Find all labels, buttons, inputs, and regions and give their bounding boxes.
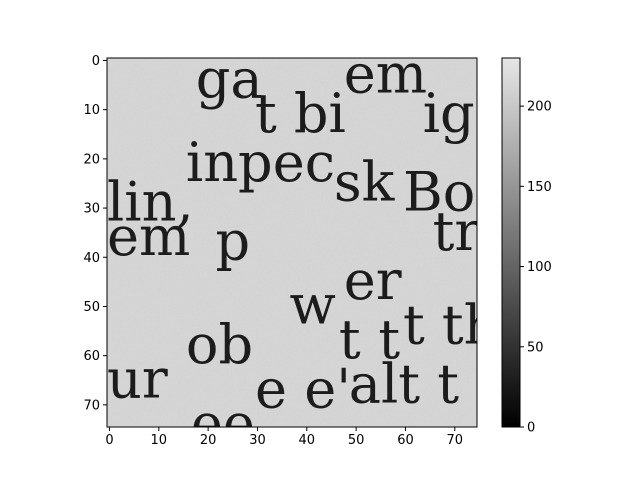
- x-tick-label: 70: [447, 433, 464, 448]
- x-tick-label: 30: [249, 433, 266, 448]
- heatmap-text-fragment: ob: [186, 313, 253, 376]
- heatmap-text-fragment: ee: [191, 392, 255, 455]
- heatmap-text-fragment: t th: [403, 293, 499, 356]
- x-tick-label: 40: [299, 433, 316, 448]
- x-tick-label: 50: [348, 433, 365, 448]
- colorbar-tick-label: 200: [527, 100, 552, 115]
- heatmap-text-fragment: w: [290, 274, 336, 337]
- heatmap-text-fragment: sk: [334, 151, 396, 214]
- x-tick-label: 20: [200, 433, 217, 448]
- colorbar-frame: [501, 57, 521, 428]
- heatmap-text-fragment: t bi: [255, 82, 346, 145]
- heatmap-text-fragment: ig: [423, 82, 475, 145]
- heatmap-text-fragment: t: [339, 308, 361, 371]
- heatmap-text-fragment: alt t: [349, 352, 459, 415]
- x-tick-label: 0: [105, 433, 113, 448]
- y-tick-label: 60: [83, 349, 100, 364]
- heatmap-noise-texture: [107, 58, 477, 427]
- colorbar-tick-label: 100: [527, 260, 552, 275]
- heatmap-text-fragment: inpec: [186, 131, 335, 194]
- y-tick-label: 50: [83, 300, 100, 315]
- heatmap-text-fragment: em: [107, 205, 190, 268]
- heatmap-text-fragment: er: [344, 249, 402, 312]
- colorbar-tick-label: 0: [527, 421, 535, 436]
- y-tick-label: 20: [83, 152, 100, 167]
- heatmap-text-fragment: t: [378, 308, 400, 371]
- heatmap-frame: [106, 57, 478, 428]
- colorbar-tick-label: 50: [527, 340, 544, 355]
- heatmap-text-fragment: e e': [255, 357, 351, 420]
- x-axis: 0 10 20 30 40 50 60 70: [105, 427, 463, 448]
- y-tick-label: 0: [92, 54, 100, 69]
- y-axis: 0 10 20 30 40 50 60 70: [83, 54, 107, 413]
- y-tick-label: 10: [83, 103, 100, 118]
- heatmap-text-fragment: ur: [107, 347, 168, 410]
- y-tick-label: 70: [83, 398, 100, 413]
- colorbar: 0 50 100 150 200: [501, 57, 552, 436]
- heatmap-text-fragment: em: [344, 42, 427, 105]
- heatmap-text-fragment: Bo: [403, 161, 475, 224]
- colorbar-gradient: [502, 58, 520, 427]
- heatmap-text-fragment: lin,: [107, 170, 194, 233]
- heatmap-text-fragment: p: [216, 210, 251, 273]
- x-tick-label: 10: [151, 433, 168, 448]
- heatmap-text-fragment: tr: [433, 200, 481, 263]
- y-tick-label: 40: [83, 251, 100, 266]
- y-tick-label: 30: [83, 202, 100, 217]
- x-tick-label: 60: [397, 433, 414, 448]
- colorbar-tick-label: 150: [527, 180, 552, 195]
- colorbar-ticks: 0 50 100 150 200: [520, 100, 552, 436]
- heatmap-text-fragment: ga: [196, 47, 263, 110]
